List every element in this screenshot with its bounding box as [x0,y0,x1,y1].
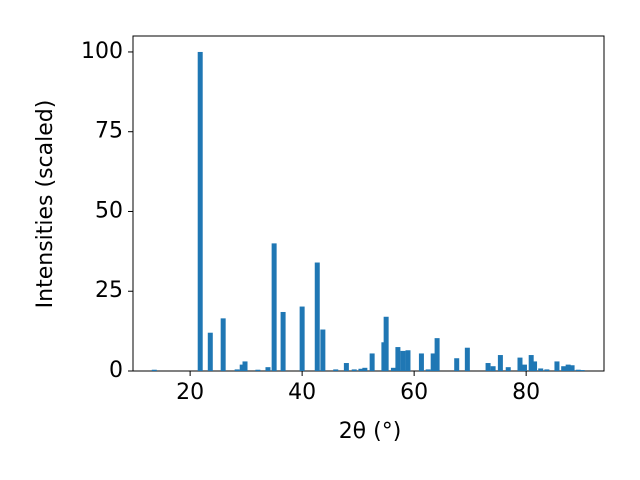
bar [358,368,364,371]
bar [265,367,271,371]
bar [395,347,401,371]
bar [351,369,357,371]
bar [425,369,431,371]
bar [220,318,226,371]
bar [299,306,305,371]
bar [333,369,339,371]
bar [521,364,527,371]
bar [400,350,406,371]
bar [271,243,277,371]
bar [151,369,157,371]
bar [565,364,571,371]
x-axis-label: 2θ (°) [339,419,402,444]
y-tick-label: 25 [95,278,123,303]
bar [434,338,440,371]
bar [497,355,503,371]
bar [554,361,560,371]
x-tick-label: 80 [512,380,540,405]
bar [383,316,389,371]
bar [528,355,534,371]
bar [575,369,581,371]
plot-frame [132,35,605,372]
x-tick-label: 40 [288,380,316,405]
x-tick-label: 20 [176,380,204,405]
x-tick-label: 60 [400,380,428,405]
bar [207,332,213,371]
bar [255,369,261,371]
bar [320,329,326,371]
bar [234,369,240,371]
bar [454,358,460,371]
bar [430,353,436,371]
bar [485,363,491,371]
bar [464,347,470,371]
bar [405,350,411,371]
bar [390,367,396,371]
y-tick-label: 100 [81,39,123,64]
bar [242,361,248,371]
bar [579,370,585,371]
bar [490,366,496,371]
bar [239,364,245,371]
bar [197,51,203,371]
bar [505,367,511,371]
bar [517,357,523,371]
y-axis-label: Intensities (scaled) [33,100,58,309]
y-tick-label: 50 [95,198,123,223]
y-tick-label: 75 [95,119,123,144]
bar [369,353,375,371]
bar [343,363,349,371]
bar [280,311,286,371]
bar [314,262,320,371]
bar [362,367,368,371]
y-tick-label: 0 [109,358,123,383]
bar [569,365,575,371]
bar [532,361,538,371]
bar [561,366,567,371]
bar [538,368,544,371]
bar [418,353,424,371]
bar [544,369,550,371]
